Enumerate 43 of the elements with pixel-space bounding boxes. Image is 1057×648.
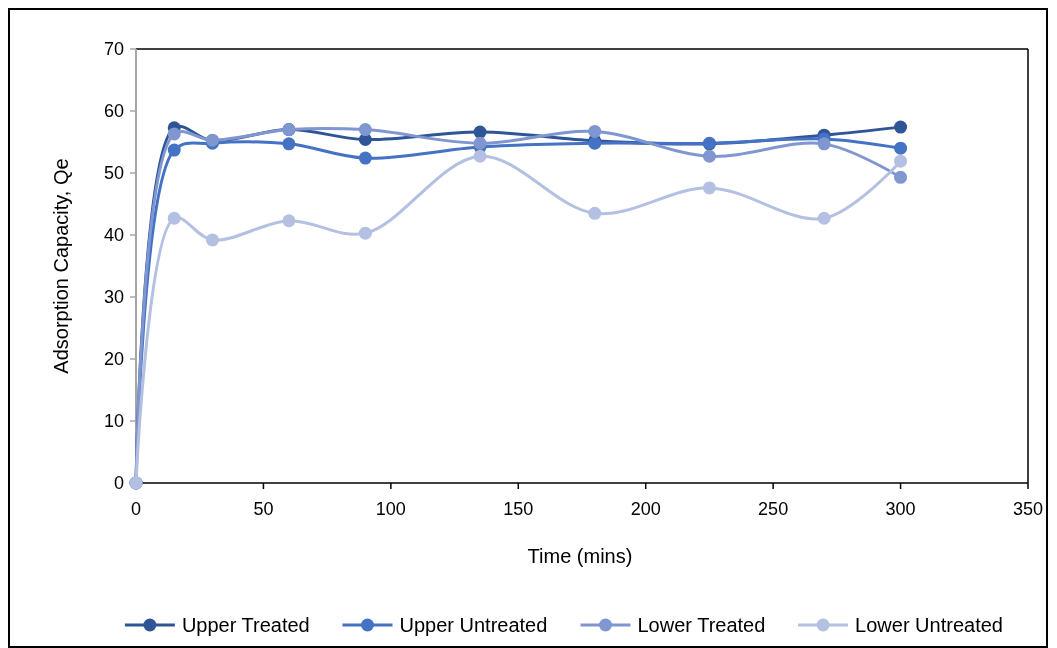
point [894, 120, 908, 134]
y-tick-label: 40 [103, 225, 124, 246]
point [702, 181, 716, 195]
legend-label: Lower Treated [637, 614, 766, 636]
legend-label: Upper Treated [181, 614, 310, 636]
x-tick-label: 200 [630, 499, 661, 519]
point [167, 143, 181, 157]
point [473, 149, 487, 163]
y-tick-label: 50 [103, 163, 124, 184]
point [473, 136, 487, 150]
point [588, 206, 602, 220]
point [894, 170, 908, 184]
legend-label: Lower Untreated [855, 614, 1003, 636]
x-tick-label: 300 [885, 499, 916, 519]
y-tick-label: 70 [103, 39, 124, 60]
point [358, 226, 372, 240]
point [894, 141, 908, 155]
point [205, 233, 219, 247]
x-tick-label: 350 [1012, 499, 1044, 519]
x-tick-label: 0 [130, 499, 142, 519]
point [282, 137, 296, 151]
point [588, 124, 602, 138]
y-tick-label: 10 [103, 411, 124, 432]
point [167, 211, 181, 225]
x-tick-label: 50 [253, 499, 274, 519]
y-tick-label: 60 [103, 101, 124, 122]
x-axis-title: Time (mins) [527, 545, 633, 567]
x-tick-label: 250 [758, 499, 789, 519]
point [358, 123, 372, 137]
point [358, 151, 372, 165]
point [702, 149, 716, 163]
y-tick-label: 0 [113, 473, 124, 494]
y-axis-title: Adsorption Capacity, Qe [50, 158, 72, 374]
x-tick-label: 100 [375, 499, 406, 519]
point [894, 154, 908, 168]
point [282, 214, 296, 228]
y-tick-label: 20 [103, 349, 124, 370]
point [817, 137, 831, 151]
y-tick-label: 30 [103, 287, 124, 308]
point [167, 127, 181, 141]
x-tick-label: 150 [503, 499, 534, 519]
point [817, 211, 831, 225]
legend-label: Upper Untreated [399, 614, 548, 636]
